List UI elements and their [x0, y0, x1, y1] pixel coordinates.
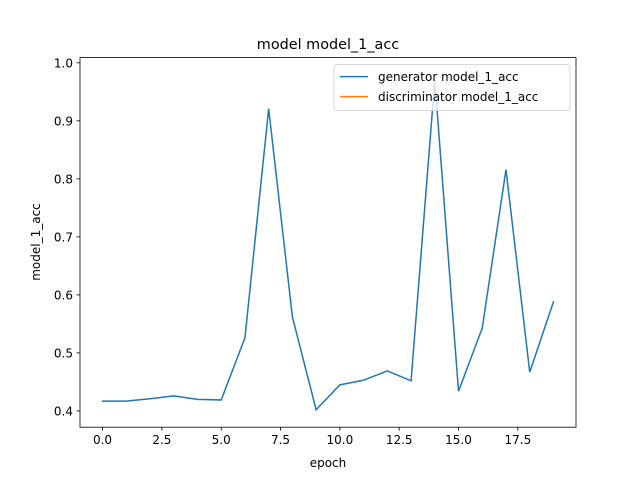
x-axis-label: epoch [310, 456, 347, 470]
legend-box [333, 64, 571, 111]
legend-label: generator model_1_acc [378, 70, 519, 84]
x-tick-label: 15.0 [445, 433, 472, 447]
y-tick-label: 1.0 [54, 56, 73, 70]
x-tick-label: 2.5 [152, 433, 171, 447]
plot-frame [79, 57, 577, 428]
y-tick-label: 0.4 [54, 404, 73, 418]
y-axis-label: model_1_acc [29, 203, 43, 281]
data-line [101, 80, 555, 412]
chart-title: model model_1_acc [257, 37, 399, 53]
x-tick-label: 5.0 [212, 433, 231, 447]
x-tick-label: 7.5 [271, 433, 290, 447]
y-tick-label: 0.5 [54, 346, 73, 360]
y-tick-label: 0.6 [54, 288, 73, 302]
x-tick-label: 0.0 [93, 433, 112, 447]
y-tick-label: 0.9 [54, 114, 73, 128]
legend-label: discriminator model_1_acc [378, 90, 538, 104]
y-tick-label: 0.7 [54, 230, 73, 244]
x-tick-label: 10.0 [327, 433, 354, 447]
x-tick-label: 12.5 [386, 433, 413, 447]
x-tick-label: 17.5 [504, 433, 531, 447]
y-tick-label: 0.8 [54, 172, 73, 186]
